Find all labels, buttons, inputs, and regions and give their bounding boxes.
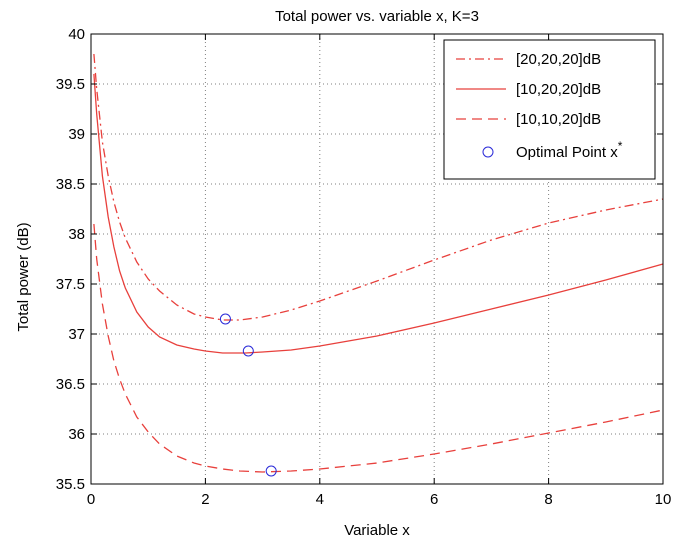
x-tick-label: 4: [316, 491, 324, 508]
series-line-3: [93, 223, 664, 473]
plot-lines: [93, 53, 664, 473]
y-axis-label: Total power (dB): [15, 222, 32, 331]
y-axis-ticks: 35.5 36 36.5 37 37.5 38 38.5 39 39.5 40: [56, 26, 663, 493]
y-tick-label: 39.5: [56, 76, 85, 93]
x-tick-label: 10: [655, 491, 672, 508]
series-line-2: [93, 73, 664, 354]
y-tick-label: 37: [68, 326, 85, 343]
legend: [20,20,20]dB [10,20,20]dB [10,10,20]dB Opti…: [443, 39, 656, 180]
optimal-point-marker: [242, 345, 254, 357]
y-tick-label: 40: [68, 26, 85, 43]
y-tick-label: 36: [68, 426, 85, 443]
y-tick-label: 39: [68, 126, 85, 143]
legend-box: [443, 39, 656, 180]
legend-marker-optimal: [482, 146, 494, 158]
optimal-point-markers: [219, 313, 277, 477]
x-axis-label: Variable x: [344, 522, 410, 539]
legend-label-4: Optimal Point x*: [516, 139, 623, 161]
x-tick-label: 0: [87, 491, 95, 508]
legend-label-2: [10,20,20]dB: [516, 81, 601, 98]
legend-label-1: [20,20,20]dB: [516, 51, 601, 68]
y-tick-label: 35.5: [56, 476, 85, 493]
x-tick-label: 8: [544, 491, 552, 508]
chart-title: Total power vs. variable x, K=3: [275, 8, 479, 25]
plot-area-frame: [90, 33, 664, 485]
optimal-point-marker: [219, 313, 231, 325]
x-tick-label: 2: [201, 491, 209, 508]
y-tick-label: 38: [68, 226, 85, 243]
y-tick-label: 36.5: [56, 376, 85, 393]
series-line-1: [93, 53, 664, 321]
optimal-point-marker: [265, 465, 277, 477]
y-tick-label: 38.5: [56, 176, 85, 193]
x-tick-label: 6: [430, 491, 438, 508]
legend-label-3: [10,10,20]dB: [516, 111, 601, 128]
y-tick-label: 37.5: [56, 276, 85, 293]
x-axis-ticks: 0 2 4 6 8 10: [87, 34, 672, 508]
